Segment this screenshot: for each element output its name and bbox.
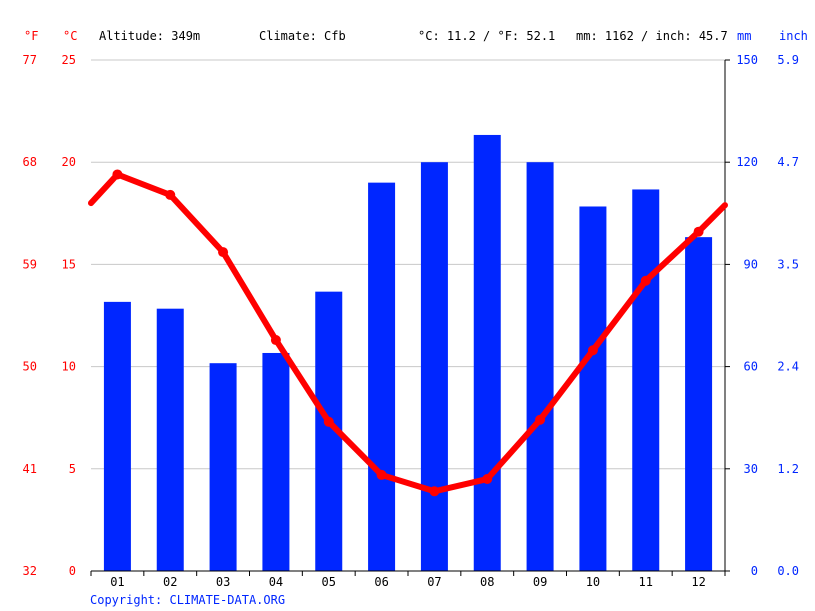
mm-tick-label: 30 (744, 462, 758, 476)
precipitation-bar (632, 189, 660, 571)
precipitation-bar (685, 237, 713, 571)
fahrenheit-tick-label: 50 (23, 360, 37, 374)
fahrenheit-tick-label: 77 (23, 53, 37, 67)
inch-tick-label: 0.0 (777, 564, 799, 578)
fahrenheit-tick-label: 68 (23, 155, 37, 169)
mm-tick-label: 90 (744, 257, 758, 271)
altitude-label: Altitude: 349m (99, 29, 201, 43)
temperature-point (535, 414, 546, 425)
inch-tick-label: 5.9 (777, 53, 799, 67)
celsius-tick-label: 15 (62, 257, 76, 271)
inch-unit-label: inch (779, 29, 808, 43)
mm-tick-label: 0 (751, 564, 758, 578)
celsius-tick-label: 5 (69, 462, 76, 476)
temperature-point (429, 486, 440, 497)
inch-tick-label: 1.2 (777, 462, 799, 476)
temperature-average-label: °C: 11.2 / °F: 52.1 (418, 29, 556, 43)
celsius-tick-label: 20 (62, 155, 76, 169)
celsius-tick-label: 10 (62, 360, 76, 374)
temperature-line (88, 171, 728, 495)
temperature-point (376, 469, 387, 480)
precipitation-bar (473, 134, 501, 572)
fahrenheit-unit-label: °F (24, 29, 39, 43)
mm-tick-label: 120 (736, 155, 758, 169)
fahrenheit-tick-label: 59 (23, 257, 37, 271)
x-tick-label: 09 (533, 575, 547, 589)
precipitation-bar (262, 352, 290, 571)
precipitation-bar (209, 363, 237, 571)
temperature-point (270, 335, 281, 346)
x-tick-label: 11 (639, 575, 653, 589)
x-tick-label: 05 (322, 575, 336, 589)
x-tick-label: 12 (691, 575, 705, 589)
x-tick-label: 02 (163, 575, 177, 589)
precipitation-total-label: mm: 1162 / inch: 45.7 (576, 29, 728, 43)
mm-tick-label: 150 (736, 53, 758, 67)
inch-tick-label: 4.7 (777, 155, 799, 169)
x-tick-label: 08 (480, 575, 494, 589)
x-tick-label: 10 (586, 575, 600, 589)
inch-tick-label: 2.4 (777, 360, 799, 374)
precipitation-bar (103, 301, 131, 571)
x-tick-label: 01 (110, 575, 124, 589)
fahrenheit-tick-label: 41 (23, 462, 37, 476)
inch-tick-label: 3.5 (777, 257, 799, 271)
climate-label: Climate: Cfb (259, 29, 346, 43)
temperature-point (693, 226, 704, 237)
temperature-point (323, 416, 334, 427)
mm-tick-label: 60 (744, 360, 758, 374)
x-tick-label: 03 (216, 575, 230, 589)
precipitation-bar (579, 206, 607, 571)
precipitation-bar (368, 182, 396, 571)
celsius-tick-label: 25 (62, 53, 76, 67)
temperature-point (640, 275, 651, 286)
temperature-point (112, 169, 123, 180)
precipitation-bar (420, 162, 448, 571)
temperature-point (218, 247, 229, 258)
celsius-tick-label: 0 (69, 564, 76, 578)
x-tick-label: 07 (427, 575, 441, 589)
precipitation-bar (156, 308, 184, 571)
celsius-unit-label: °C (63, 29, 78, 43)
fahrenheit-tick-label: 32 (23, 564, 37, 578)
mm-unit-label: mm (737, 29, 752, 43)
x-tick-label: 04 (269, 575, 283, 589)
temperature-point (165, 189, 176, 200)
copyright-label: Copyright: CLIMATE-DATA.ORG (90, 593, 286, 607)
temperature-point (482, 474, 493, 485)
precipitation-bar (526, 162, 554, 571)
temperature-point (587, 345, 598, 356)
x-tick-label: 06 (374, 575, 388, 589)
